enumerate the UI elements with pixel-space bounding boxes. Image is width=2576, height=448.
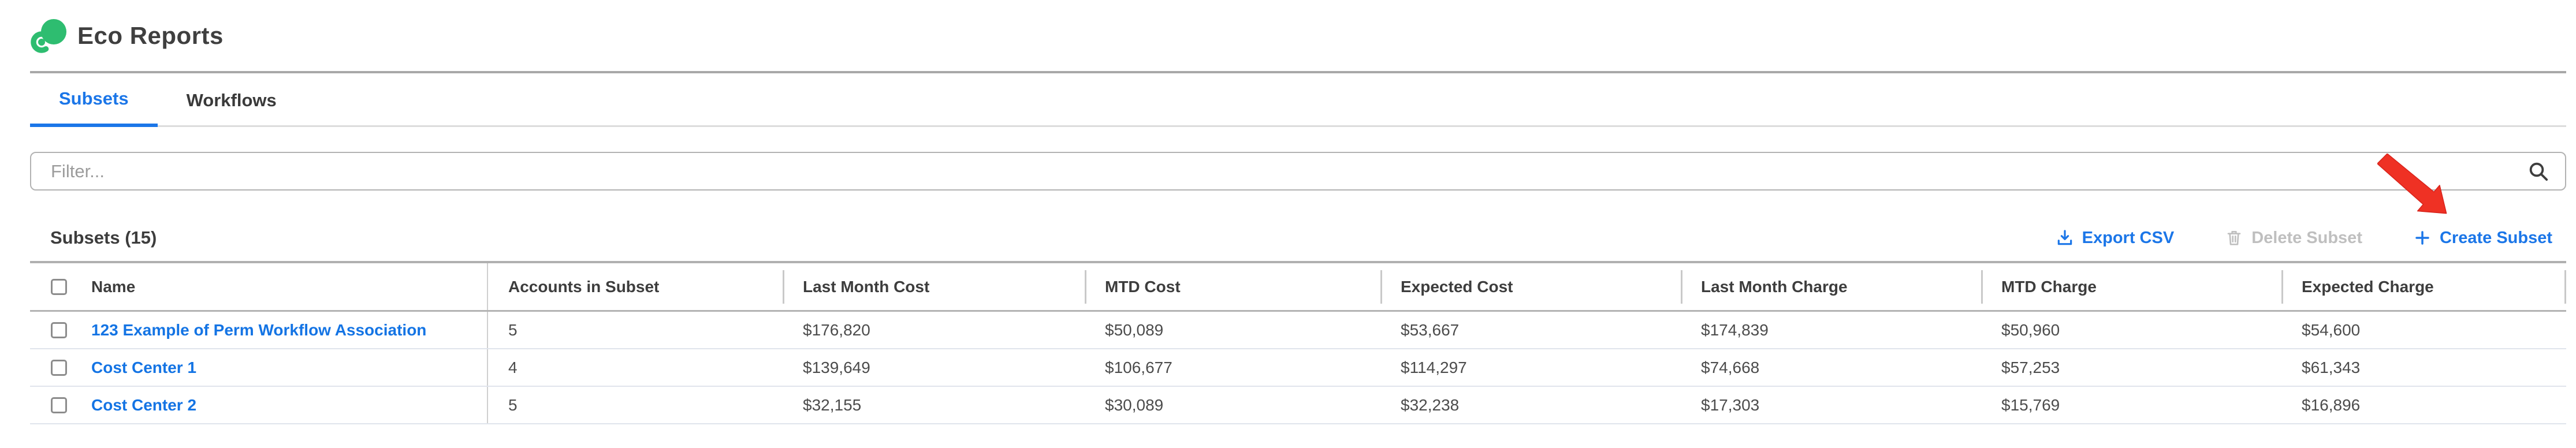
last-month-cost-cell: $32,155 [803,395,862,414]
accounts-cell: 4 [508,358,518,376]
expected-charge-cell: $61,343 [2302,358,2361,376]
last-month-charge-cell: $74,668 [1701,358,1760,376]
section-title: Subsets (15) [50,227,157,248]
expected-cost-cell: $114,297 [1401,358,1467,376]
toolbar-actions: Export CSV Delete Subset Create Subset [2056,229,2552,248]
table-row: Cost Center 2 5 $32,155 $30,089 $32,238 … [30,387,2566,424]
row-name-cell: Cost Center 1 [30,349,488,386]
last-month-cost-cell: $176,820 [803,320,870,339]
expected-charge-cell: $54,600 [2302,320,2361,339]
export-csv-label: Export CSV [2082,228,2175,247]
eco-logo-icon [31,18,66,53]
subset-link[interactable]: Cost Center 2 [91,395,197,414]
header-cell-expected-cost: Expected Cost [1380,263,1681,310]
mtd-cost-cell: $30,089 [1105,395,1164,414]
delete-subset-label: Delete Subset [2251,228,2362,247]
toolbar: Subsets (15) Export CSV Delete Subset Cr… [30,227,2566,248]
row-checkbox[interactable] [51,322,67,338]
page-title: Eco Reports [77,21,224,49]
create-subset-button[interactable]: Create Subset [2413,229,2552,248]
subset-link[interactable]: 123 Example of Perm Workflow Association [91,320,427,339]
expected-cost-cell: $32,238 [1401,395,1460,414]
filter-input[interactable] [51,160,2527,182]
mtd-charge-cell: $50,960 [2001,320,2060,339]
trash-icon [2227,231,2241,245]
filter-container [30,152,2566,191]
download-icon [2057,230,2072,245]
header-cell-last-month-charge: Last Month Charge [1681,263,1981,310]
table-row: 123 Example of Perm Workflow Association… [30,312,2566,349]
mtd-charge-cell: $57,253 [2001,358,2060,376]
last-month-charge-cell: $174,839 [1701,320,1769,339]
header-cell-accounts: Accounts in Subset [508,277,660,296]
accounts-cell: 5 [508,320,518,339]
header-cell-expected-charge: Expected Charge [2281,263,2566,310]
mtd-cost-cell: $106,677 [1105,358,1172,376]
subset-link[interactable]: Cost Center 1 [91,358,197,376]
column-header-name: Name [91,277,136,296]
table-header-row: Name Accounts in Subset Last Month Cost … [30,263,2566,312]
expected-cost-cell: $53,667 [1401,320,1460,339]
row-checkbox[interactable] [51,397,67,413]
row-checkbox[interactable] [51,359,67,376]
mtd-charge-cell: $15,769 [2001,395,2060,414]
table-row: Cost Center 1 4 $139,649 $106,677 $114,2… [30,349,2566,387]
create-subset-label: Create Subset [2439,228,2552,247]
tab-bar: Subsets Workflows [30,73,2566,127]
tab-workflows[interactable]: Workflows [186,89,277,110]
export-csv-button[interactable]: Export CSV [2056,228,2175,248]
header-cell-last-month-cost: Last Month Cost [783,263,1085,310]
search-icon[interactable] [2527,160,2550,183]
select-all-checkbox[interactable] [51,278,67,295]
header-cell-name: Name [30,263,488,310]
subsets-table: Name Accounts in Subset Last Month Cost … [30,261,2566,424]
last-month-cost-cell: $139,649 [803,358,870,376]
delete-subset-button[interactable]: Delete Subset [2225,229,2362,248]
tab-subsets[interactable]: Subsets [30,73,158,127]
last-month-charge-cell: $17,303 [1701,395,1760,414]
header-cell-mtd-charge: MTD Charge [1981,263,2281,310]
mtd-cost-cell: $50,089 [1105,320,1164,339]
accounts-cell: 5 [508,395,518,414]
plus-icon [2415,231,2429,245]
header-cell-mtd-cost: MTD Cost [1085,263,1380,310]
row-name-cell: Cost Center 2 [30,387,488,423]
app-header: Eco Reports [0,0,2576,71]
expected-charge-cell: $16,896 [2302,395,2361,414]
row-name-cell: 123 Example of Perm Workflow Association [30,312,488,348]
header-divider [30,71,2566,73]
